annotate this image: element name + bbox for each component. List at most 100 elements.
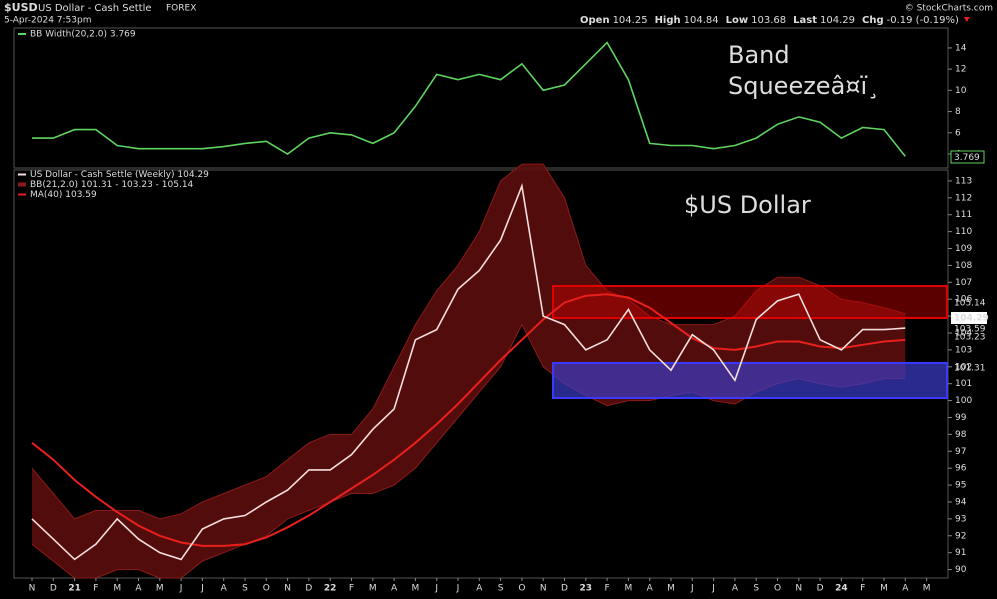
x-tick-label: 22 [324, 584, 337, 594]
quote-value: 103.68 [751, 15, 786, 26]
name: US Dollar - Cash Settle [38, 3, 152, 14]
x-tick-label: O [518, 584, 525, 594]
last-value-box [950, 150, 985, 164]
y-tick-label: 95 [955, 481, 966, 491]
x-tick-label: N [795, 584, 802, 594]
x-tick-label: J [200, 584, 204, 594]
x-tick-label: M [369, 584, 377, 594]
date: 5-Apr-2024 7:53pm [4, 16, 91, 26]
y-tick-label: 107 [955, 278, 972, 288]
right-label: 103.23 [954, 333, 986, 343]
quote-label: Open [580, 15, 610, 26]
y-tick-label: 113 [955, 176, 972, 186]
quote-value: -0.19 (-0.19%) [887, 15, 959, 26]
x-tick-label: N [284, 584, 291, 594]
y-tick-label: 108 [955, 261, 972, 271]
quote-value: 104.29 [820, 15, 855, 26]
legend-label: US Dollar - Cash Settle (Weekly) 104.29 [30, 170, 209, 180]
x-tick-label: A [221, 584, 228, 594]
y-tick-label: 91 [955, 548, 966, 558]
y-tick-label: 111 [955, 210, 972, 220]
y-tick-label: 102 [955, 362, 972, 372]
legend-label: BB Width(20,2.0) 3.769 [30, 30, 136, 40]
y-tick-label: 94 [955, 497, 967, 507]
legend-label: MA(40) 103.59 [30, 190, 97, 200]
bb-fill [32, 164, 906, 579]
x-tick-label: A [391, 584, 398, 594]
x-tick-label: 24 [835, 584, 848, 594]
x-tick-label: M [667, 584, 675, 594]
quote-label: Low [726, 15, 748, 26]
x-tick-label: A [135, 584, 142, 594]
y-tick-label: 110 [955, 227, 972, 237]
x-tick-label: A [476, 584, 483, 594]
x-tick-label: M [923, 584, 931, 594]
series-line [31, 183, 906, 561]
y-tick-label: 6 [955, 128, 961, 138]
y-tick-label: 112 [955, 193, 972, 203]
y-tick-label: 92 [955, 531, 966, 541]
x-tick-label: F [860, 584, 865, 594]
x-tick-label: N [540, 584, 547, 594]
y-tick-label: 106 [955, 295, 972, 305]
series-line [31, 293, 906, 547]
x-tick-label: 23 [580, 584, 593, 594]
y-tick-label: 98 [955, 430, 967, 440]
x-tick-label: M [625, 584, 633, 594]
resistance-zone [552, 285, 948, 319]
right-label: 101.31 [954, 364, 986, 374]
x-tick-label: N [29, 584, 36, 594]
y-tick-label: 93 [955, 514, 966, 524]
x-tick-label: S [753, 584, 759, 594]
quote-value: 104.84 [684, 15, 719, 26]
x-tick-label: D [305, 584, 312, 594]
support-zone [552, 362, 948, 399]
symbol: $USD [4, 1, 38, 14]
x-tick-label: M [880, 584, 888, 594]
x-tick-label: M [156, 584, 164, 594]
annotation: Squeezeâ¤ï¸ [728, 72, 879, 100]
series-line [32, 41, 906, 157]
x-tick-label: 21 [68, 584, 81, 594]
x-tick-label: M [412, 584, 420, 594]
credit: © StockCharts.com [905, 4, 993, 14]
x-tick-label: J [179, 584, 183, 594]
y-tick-label: 97 [955, 447, 966, 457]
quote-value: 104.25 [613, 15, 648, 26]
x-tick-label: J [434, 584, 438, 594]
quote-label: High [655, 15, 681, 26]
y-tick-label: 101 [955, 379, 972, 389]
x-tick-label: O [774, 584, 781, 594]
last-value: 3.769 [954, 153, 980, 163]
y-tick-label: 8 [955, 107, 961, 117]
x-tick-label: M [113, 584, 121, 594]
x-tick-label: A [647, 584, 654, 594]
y-tick-label: 103 [955, 345, 972, 355]
y-tick-label: 12 [955, 65, 966, 75]
y-tick-label: 14 [955, 43, 967, 53]
x-tick-label: D [561, 584, 568, 594]
legend-label: BB(21,2.0) 101.31 - 103.23 - 105.14 [30, 180, 194, 190]
quote-label: Last [793, 15, 817, 26]
exchange: FOREX [166, 4, 196, 14]
y-tick-label: 100 [955, 396, 972, 406]
annotation: $US Dollar [684, 191, 811, 219]
x-tick-label: S [498, 584, 504, 594]
x-tick-label: O [263, 584, 270, 594]
quote: Open 104.25 High 104.84 Low 103.68 Last 104.29 C… [580, 15, 959, 26]
x-tick-label: J [456, 584, 460, 594]
x-tick-label: J [711, 584, 715, 594]
y-tick-label: 109 [955, 244, 972, 254]
y-tick-label: 10 [955, 86, 967, 96]
right-label: 105.14 [954, 299, 986, 309]
x-tick-label: A [902, 584, 909, 594]
x-tick-label: F [349, 584, 354, 594]
last-value-box [951, 312, 987, 324]
right-label: 103.59 [954, 325, 986, 335]
annotation: Band [728, 41, 790, 69]
x-tick-label: F [605, 584, 610, 594]
x-tick-label: J [690, 584, 694, 594]
bb-upper [31, 163, 906, 520]
y-tick-label: 90 [955, 565, 967, 575]
